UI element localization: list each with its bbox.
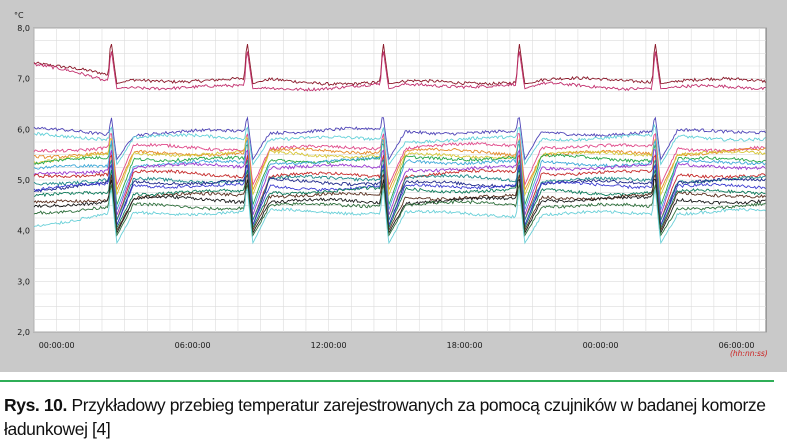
series-line — [33, 184, 766, 237]
x-axis-unit: (hh:nn:ss) — [730, 349, 768, 358]
temperature-chart: 8,0 7,0 6,0 5,0 4,0 3,0 2,0 00:00:00 06:00:00 12… — [14, 11, 768, 358]
y-axis-unit: °C — [14, 11, 24, 20]
series-line — [33, 123, 766, 166]
series-line — [33, 173, 766, 232]
series-line — [33, 135, 766, 197]
y-axis-ticks: 8,0 7,0 6,0 5,0 4,0 3,0 2,0 — [17, 24, 30, 337]
x-tick-label: 12:00:00 — [311, 341, 347, 350]
x-tick-label: 18:00:00 — [447, 341, 483, 350]
y-tick-label: 6,0 — [17, 125, 30, 134]
y-tick-label: 3,0 — [17, 277, 30, 286]
series-line — [33, 132, 766, 187]
x-tick-label: 06:00:00 — [175, 341, 211, 350]
caption-divider — [0, 380, 774, 382]
series-line — [33, 143, 766, 205]
chart-frame: 8,0 7,0 6,0 5,0 4,0 3,0 2,0 00:00:00 06:00:00 12… — [0, 0, 787, 372]
y-tick-label: 2,0 — [17, 328, 30, 337]
series-line — [33, 163, 766, 226]
y-tick-label: 8,0 — [17, 24, 30, 33]
caption-label: Rys. 10. — [4, 395, 67, 415]
series-line — [33, 43, 766, 87]
series-line — [33, 116, 766, 161]
series-line — [33, 188, 766, 245]
figure-caption: Rys. 10. Przykładowy przebieg temperatur… — [4, 393, 774, 441]
y-tick-label: 4,0 — [17, 227, 30, 236]
caption-text: Przykładowy przebieg temperatur zarejest… — [4, 395, 766, 439]
y-tick-label: 7,0 — [17, 75, 30, 84]
x-axis-ticks: 00:00:00 06:00:00 12:00:00 18:00:00 00:00:00… — [39, 341, 755, 350]
series-line — [33, 148, 766, 216]
series-layer — [33, 43, 766, 245]
series-line — [33, 137, 766, 192]
series-line — [33, 51, 766, 92]
y-tick-label: 5,0 — [17, 176, 30, 185]
series-line — [33, 158, 766, 222]
x-tick-label: 00:00:00 — [583, 341, 619, 350]
series-line — [33, 168, 766, 230]
series-line — [33, 163, 766, 227]
x-tick-label: 00:00:00 — [39, 341, 75, 350]
series-line — [33, 178, 766, 235]
x-tick-label: 06:00:00 — [719, 341, 755, 350]
